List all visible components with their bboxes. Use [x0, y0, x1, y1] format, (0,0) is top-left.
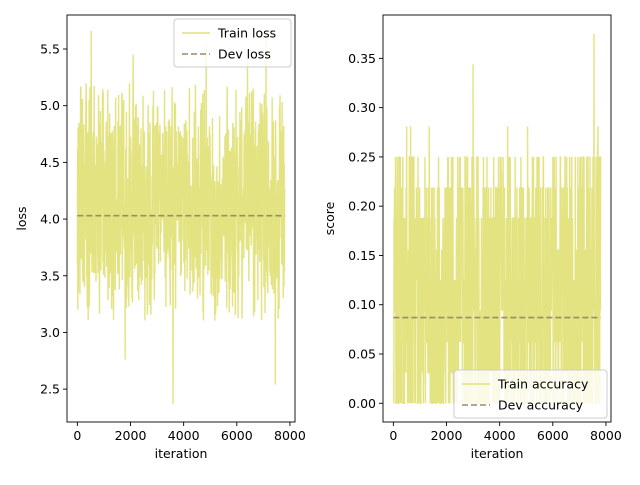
- score-plot: 0 2000 4000 6000 8000 0.00 0.05 0.10 0.15 0.20 0.2…: [322, 14, 622, 461]
- score-plot-frame: [382, 14, 612, 423]
- loss-legend: Train loss Dev loss: [173, 18, 292, 68]
- score-y-tick-label: 0.35: [348, 51, 376, 66]
- score-y-tick-label: 0.30: [348, 100, 376, 115]
- loss-y-tick-label: 3.5: [40, 268, 60, 283]
- score-y-axis-label: score: [322, 201, 337, 235]
- score-y-tick-label: 0.25: [348, 149, 376, 164]
- score-y-tick-label: 0.00: [348, 396, 376, 411]
- loss-legend-entry: Train loss: [217, 26, 276, 41]
- score-y-tick-label: 0.20: [348, 199, 376, 214]
- loss-y-tick-label: 2.5: [40, 382, 60, 397]
- loss-y-tick-label: 4.5: [40, 155, 60, 170]
- score-y-tick-label: 0.05: [348, 347, 376, 362]
- score-x-tick-label: 2000: [431, 428, 463, 443]
- loss-plot-frame: [66, 14, 296, 423]
- score-x-tick-label: 4000: [484, 428, 516, 443]
- loss-x-tick-label: 0: [73, 428, 81, 443]
- loss-y-tick-label: 4.0: [40, 212, 60, 227]
- score-series-train-accuracy: [392, 33, 602, 404]
- loss-x-tick-label: 4000: [168, 428, 200, 443]
- loss-x-tick-label: 8000: [274, 428, 306, 443]
- loss-y-tick-label: 5.0: [40, 98, 60, 113]
- loss-series-train-loss: [76, 30, 286, 404]
- score-x-tick-label: 8000: [590, 428, 622, 443]
- loss-y-axis-label: loss: [14, 206, 29, 230]
- score-legend: Train accuracy Dev accuracy: [453, 369, 608, 419]
- score-x-tick-label: 6000: [537, 428, 569, 443]
- score-y-tick-label: 0.15: [348, 248, 376, 263]
- score-x-tick-label: 0: [389, 428, 397, 443]
- loss-legend-entry: Dev loss: [218, 47, 271, 62]
- score-legend-entry: Dev accuracy: [498, 398, 584, 413]
- loss-y-tick-label: 5.5: [40, 42, 60, 57]
- loss-x-tick-label: 2000: [115, 428, 147, 443]
- score-x-axis-label: iteration: [471, 446, 524, 461]
- loss-plot: 0 2000 4000 6000 8000 2.5 3.0 3.5 4.0 4.5 5.0 5.5 it…: [14, 14, 306, 461]
- loss-y-tick-label: 3.0: [40, 325, 60, 340]
- score-legend-entry: Train accuracy: [497, 377, 589, 392]
- loss-x-tick-label: 6000: [221, 428, 253, 443]
- score-y-tick-label: 0.10: [348, 297, 376, 312]
- loss-x-axis-label: iteration: [155, 446, 208, 461]
